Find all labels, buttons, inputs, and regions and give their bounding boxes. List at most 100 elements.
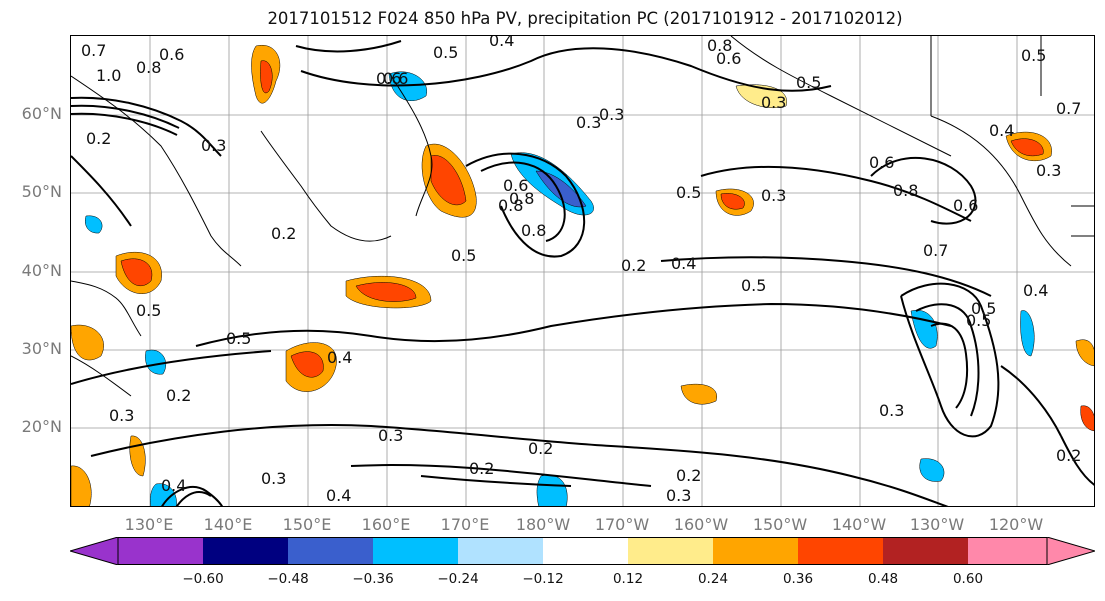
contour-label: 0.6 [376,69,401,88]
contour-label: 0.4 [489,36,514,50]
contour-label: 0.6 [503,176,528,195]
contour-label: 0.4 [989,121,1014,140]
precip-positive [120,258,153,286]
precip-positive [260,60,273,94]
lon-label: 150°W [752,515,808,534]
contour-label: 0.2 [1056,446,1081,465]
colorbar-tick: −0.60 [182,571,224,587]
contour-label: 0.3 [879,401,904,420]
contour-label: 0.2 [621,256,646,275]
colorbar-tick: 0.48 [867,571,899,587]
colorbar-outline [117,537,1048,565]
lon-label: 150°E [282,515,332,534]
contour-label: 0.2 [469,459,494,478]
lat-label: 20°N [21,417,62,436]
contour-label: 0.5 [433,43,458,62]
precip-negative [535,170,587,208]
contour-label: 0.5 [1021,46,1046,65]
lon-label: 140°E [203,515,253,534]
contour-label: 0.5 [741,276,766,295]
precip-positive [720,193,745,210]
precip-negative [919,458,945,482]
precip-negative [536,474,568,506]
contour-label: 0.7 [923,241,948,260]
contour-label: 0.2 [676,466,701,485]
contour-label-group: 0.4 0.5 0.6 0.8 0.6 0.7 1.0 0.8 0.6 0.2 … [81,36,1081,505]
precip-positive [1075,339,1094,367]
colorbar-segment [288,537,373,565]
colorbar-segment [203,537,288,565]
contour-label: 0.3 [576,113,601,132]
contour-label: 0.6 [869,153,894,172]
contour-label: 0.2 [528,439,553,458]
contour-label: 0.6 [159,45,184,64]
precip-positive [129,435,146,477]
lon-label: 180°W [515,515,571,534]
contour-label: 0.5 [676,183,701,202]
colorbar-extend-high [1046,537,1095,565]
precip-negative [149,483,177,506]
colorbar-segment [458,537,543,565]
lon-label: 140°W [831,515,887,534]
coastlines [71,36,1094,397]
precip-positive [680,383,717,405]
colorbar-tick: 0.36 [782,571,814,587]
contour-label: 0.3 [761,93,786,112]
contour-label: 0.6 [953,196,978,215]
lon-label: 170°E [440,515,490,534]
contour-label: 0.4 [326,486,351,505]
colorbar [70,537,1095,565]
precip-positive [1080,405,1094,431]
colorbar-extend-low [70,537,119,565]
precip-positive [71,324,104,361]
colorbar-segment [628,537,713,565]
contour-label: 0.6 [716,49,741,68]
colorbar-tick: −0.24 [437,571,479,587]
contour-label: 0.7 [1056,99,1081,118]
contour-label: 0.3 [261,469,286,488]
contour-label: 0.5 [136,301,161,320]
precip-negative [85,215,103,234]
precip-positive [430,155,467,206]
lon-label: 130°W [909,515,965,534]
contour-label: 0.8 [498,196,523,215]
lat-label: 30°N [21,339,62,358]
colorbar-tick: −0.12 [522,571,564,587]
contour-label: 0.8 [521,221,546,240]
contour-label: 0.3 [666,486,691,505]
contour-label: 0.4 [161,476,186,495]
precip-negative [1020,310,1035,357]
map-canvas: 0.4 0.5 0.6 0.8 0.6 0.7 1.0 0.8 0.6 0.2 … [71,36,1094,506]
contour-label: 0.3 [109,406,134,425]
lon-label: 120°W [988,515,1044,534]
colorbar-tick: 0.12 [612,571,644,587]
precip-positive [290,351,324,378]
lon-label: 160°E [361,515,411,534]
contour-label: 0.6 [383,69,408,88]
contour-label: 0.8 [509,189,534,208]
colorbar-segment [968,537,1047,565]
contour-label: 0.5 [971,299,996,318]
contour-label: 0.5 [796,73,821,92]
precip-negative [910,309,938,349]
lat-label: 50°N [21,182,62,201]
precip-positive [355,282,417,302]
contour-label: 0.3 [761,186,786,205]
contour-label: 0.5 [966,311,991,330]
map-title: 2017101512 F024 850 hPa PV, precipitatio… [267,9,903,28]
colorbar-segment [883,537,968,565]
colorbar-tick: −0.48 [267,571,309,587]
contour-label: 0.4 [1023,281,1048,300]
graticule [71,36,1094,506]
precip-positive [71,465,92,506]
contour-label: 0.5 [451,246,476,265]
lat-label: 60°N [21,104,62,123]
contour-label: 0.2 [271,224,296,243]
contour-label: 0.2 [86,129,111,148]
contour-label: 0.8 [893,181,918,200]
lat-label: 40°N [21,261,62,280]
contour-label: 0.4 [327,348,352,367]
precip-positive [1010,138,1044,157]
precip-fills [71,44,1094,506]
colorbar-tick: −0.36 [352,571,394,587]
